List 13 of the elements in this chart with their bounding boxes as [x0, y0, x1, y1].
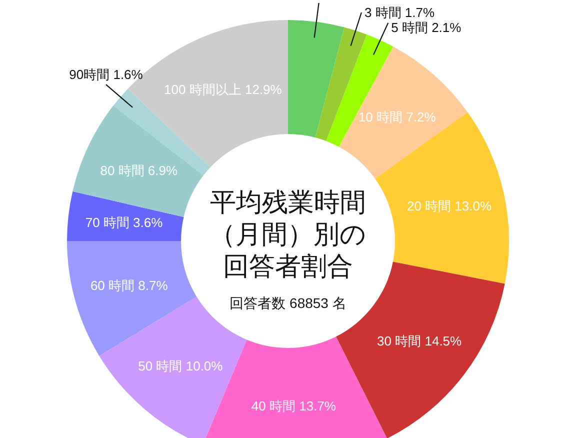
slice-label: 80 時間 6.9% — [100, 162, 178, 178]
slice-label: 50 時間 10.0% — [138, 358, 224, 374]
slice-label: 5 時間 2.1% — [391, 20, 462, 36]
slice-label: 3 時間 1.7% — [364, 5, 435, 20]
slice-label: 70 時間 3.6% — [85, 214, 164, 230]
slice-label: 30 時間 14.5% — [377, 333, 462, 348]
subtitle: 回答者数 68853 名 — [228, 295, 348, 311]
slice-label: 20 時間 13.0% — [406, 198, 492, 214]
slice-label: 60 時間 8.7% — [90, 278, 168, 294]
slice-label: 10 時間 7.2% — [358, 110, 436, 125]
title: 平均残業時間（月間）別の回答者割合 — [208, 186, 368, 282]
slice-label: 40 時間 13.7% — [251, 398, 336, 414]
slice-label: 90時間 1.6% — [69, 67, 144, 82]
